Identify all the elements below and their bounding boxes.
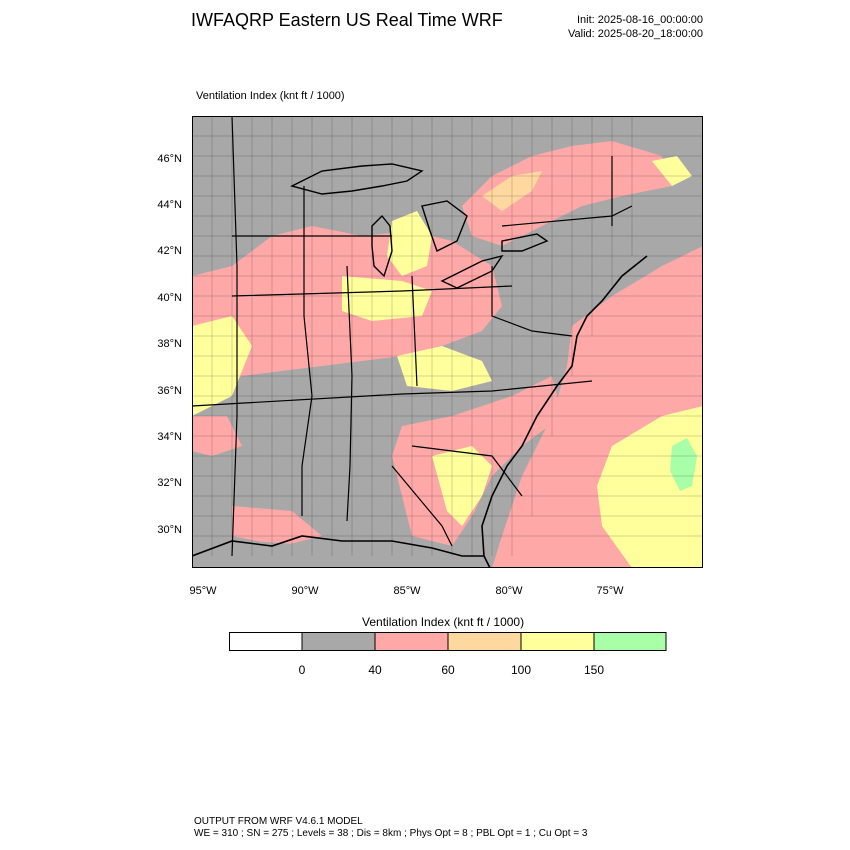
midwest-yellow-michigan — [387, 211, 432, 276]
lon-label-90: 90°W — [291, 585, 319, 597]
map-frame — [192, 116, 703, 568]
lat-label-38: 38°N — [157, 338, 182, 350]
lon-label-85: 85°W — [393, 585, 421, 597]
footer-line-2: WE = 310 ; SN = 275 ; Levels = 38 ; Dis … — [194, 828, 588, 839]
field-label: Ventilation Index (knt ft / 1000) — [196, 90, 345, 102]
atlantic-green-region — [670, 438, 697, 491]
lon-label-75: 75°W — [596, 585, 624, 597]
lat-label-46: 46°N — [157, 153, 182, 165]
model-footer: OUTPUT FROM WRF V4.6.1 MODEL WE = 310 ; … — [194, 816, 587, 840]
atlantic-coastline — [481, 255, 648, 568]
county-grid — [192, 116, 703, 556]
lake-michigan — [371, 214, 393, 278]
lake-erie — [440, 254, 504, 289]
canada-yellow-band — [652, 156, 692, 186]
colorbar-swatch-4 — [447, 632, 522, 651]
ventilation-index-map — [192, 116, 703, 568]
lat-label-34: 34°N — [157, 431, 182, 443]
colorbar-label-0: 0 — [298, 663, 306, 677]
colorbar-title: Ventilation Index (knt ft / 1000) — [362, 615, 525, 629]
lat-label-36: 36°N — [157, 385, 182, 397]
colorbar-swatch-5 — [520, 632, 595, 651]
colorbar — [229, 632, 667, 651]
colorbar-swatch-3 — [374, 632, 449, 651]
lon-label-80: 80°W — [495, 585, 523, 597]
init-time: Init: 2025-08-16_00:00:00 — [577, 14, 703, 26]
lat-label-42: 42°N — [157, 245, 182, 257]
gulf-of-mexico — [192, 541, 452, 568]
lon-label-95: 95°W — [189, 585, 217, 597]
lat-label-30: 30°N — [157, 524, 182, 536]
footer-line-1: OUTPUT FROM WRF V4.6.1 MODEL — [194, 816, 363, 827]
lat-label-44: 44°N — [157, 199, 182, 211]
colorbar-swatch-6 — [593, 632, 667, 651]
colorbar-label-100: 100 — [510, 663, 532, 677]
colorbar-swatch-2 — [301, 632, 376, 651]
colorbar-swatch-1 — [229, 632, 303, 651]
colorbar-label-40: 40 — [368, 663, 382, 677]
southeast-yellow-region — [432, 446, 492, 526]
colorbar-label-150: 150 — [583, 663, 605, 677]
kentucky-yellow-region — [397, 346, 492, 391]
lake-ontario — [501, 233, 549, 252]
canada-pink-band — [462, 141, 672, 246]
valid-time: Valid: 2025-08-20_18:00:00 — [568, 28, 703, 40]
page-title: IWFAQRP Eastern US Real Time WRF — [191, 10, 503, 30]
lat-label-40: 40°N — [157, 292, 182, 304]
colorbar-label-60: 60 — [441, 663, 455, 677]
lake-huron — [421, 200, 468, 252]
lat-label-32: 32°N — [157, 477, 182, 489]
timestamp-block: Init: 2025-08-16_00:00:00 Valid: 2025-08… — [568, 13, 703, 41]
midwest-yellow-indiana — [342, 276, 432, 321]
